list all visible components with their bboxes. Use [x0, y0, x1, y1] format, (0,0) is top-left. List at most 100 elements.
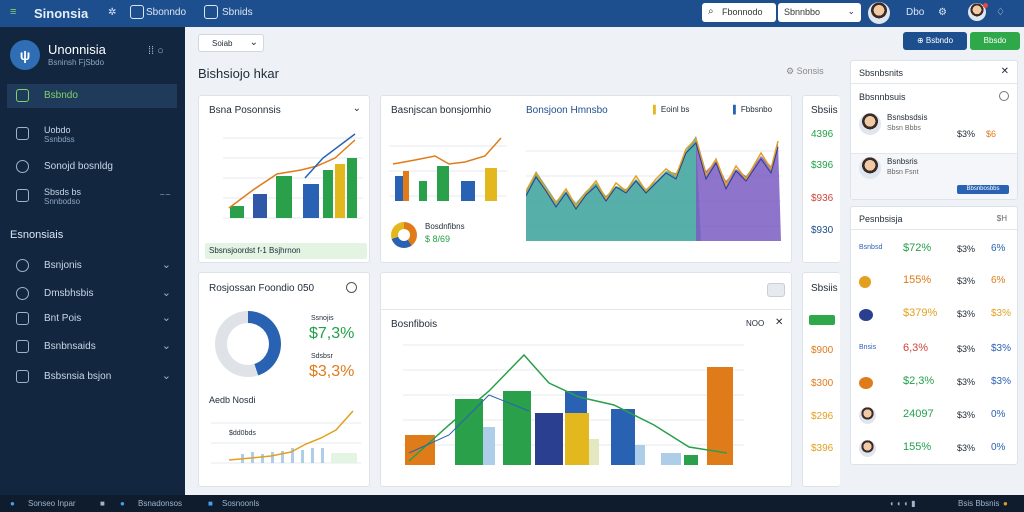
sidebar-item-reports[interactable]: Uobdo Ssnbdss [7, 122, 177, 152]
contact-avatar[interactable] [859, 157, 881, 179]
table-row[interactable]: Bsnbsd $72% $3% 6% [851, 241, 1017, 261]
taskbar-item[interactable]: Sosnoonls [222, 499, 260, 508]
row-value-b: $3% [957, 410, 976, 420]
stat-value: $3,3% [309, 363, 355, 380]
chevron-down-icon: ⌄ [161, 340, 171, 352]
info-icon[interactable] [999, 91, 1009, 101]
sidebar-subtitle: Bsninsh FjSbdo [48, 58, 105, 67]
grid-icon[interactable]: ⁞⁞ ○ [148, 45, 164, 57]
search-input[interactable]: ⌕ Fbonnodo [702, 3, 776, 22]
mini-chart-label: $dd0bds [229, 430, 256, 437]
sidebar-item-settings[interactable]: Sbsds bs Snnbodso ⁻⁻ [7, 184, 177, 214]
dashboard-icon [16, 89, 29, 102]
filter-dropdown[interactable]: Soiab ⌄ [198, 34, 264, 52]
app-name: Sinonsia [34, 6, 89, 21]
settings-label: Sonsis [796, 66, 824, 76]
stat-value: $396 [811, 443, 834, 454]
table-icon[interactable]: $H [996, 214, 1007, 223]
sidebar-item-label: Bnt Pois [44, 313, 82, 324]
row-label: Bnsis [859, 344, 877, 351]
table-row[interactable]: 155% $3% 6% [851, 273, 1017, 293]
stat-value: $7,3% [309, 325, 355, 342]
globe-icon [16, 287, 29, 300]
table-row[interactable]: 24097 $3% 0% [851, 407, 1017, 427]
sidebar-subitem-1[interactable]: Dmsbhsbis ⌄ [7, 282, 177, 306]
card-stats-bottom: Sbsiis $900 $300 $296 $396 [802, 272, 840, 487]
avatar[interactable] [868, 2, 890, 24]
table-row[interactable]: $2,3% $3% $3% [851, 374, 1017, 394]
sidebar-item-label: Bsbndo [44, 90, 78, 101]
search-value: Fbonnodo [722, 7, 763, 17]
sidebar-item-dashboard[interactable]: Bsbndo [7, 84, 177, 108]
tab-primary[interactable]: Sbonndo [146, 7, 187, 18]
start-icon[interactable]: ● [10, 499, 15, 508]
notification-dot [983, 3, 988, 8]
contact-action-button[interactable]: Bbsnbosbbs [957, 185, 1009, 194]
expand-icon[interactable] [767, 283, 785, 297]
subsection-title: Aedb Nosdi [209, 395, 256, 405]
legend-label: Bosdnfibns [425, 222, 465, 231]
filter-select[interactable]: Sbnnbbo ⌄ [778, 3, 861, 22]
taskbar: ● Sonseo Inpar ■ ● Bsnadonsos ■ Sosnoonl… [0, 495, 1024, 512]
plus-icon: ⊕ [916, 36, 926, 45]
sidebar-subitem-3[interactable]: Bsnbnsaids ⌄ [7, 335, 177, 359]
contact-avatar[interactable] [859, 113, 881, 135]
tab-secondary[interactable]: Sbnids [222, 7, 253, 18]
status-badge [809, 315, 835, 325]
panel-title: Sbsnbsnits [859, 68, 904, 78]
row-value-b: $3% [957, 244, 976, 254]
primary-button[interactable]: ⊕ Bsbndo [903, 32, 967, 50]
table-row[interactable]: 155% $3% 0% [851, 440, 1017, 460]
sidebar-item-sublabel: Ssnbdss [44, 135, 75, 144]
taskbar-item[interactable]: Bsnadonsos [138, 499, 183, 508]
close-icon[interactable]: ✕ [1000, 66, 1009, 77]
gear-icon: ⚙ [786, 66, 797, 76]
filter-label: Soiab [212, 39, 233, 48]
table-icon [16, 312, 29, 325]
row-value-b: $3% [957, 309, 976, 319]
table-row[interactable]: Bnsis 6,3% $3% $3% [851, 341, 1017, 361]
stat-label: Sdsbsr [311, 353, 333, 360]
window-icon[interactable]: ■ [208, 499, 213, 508]
home-icon[interactable] [204, 5, 218, 19]
settings-icon[interactable]: ⚙ [938, 7, 947, 18]
chevron-down-icon[interactable]: ⌄ [352, 103, 361, 114]
taskbar-icon[interactable]: ■ [100, 499, 105, 508]
tray-icons[interactable]: ◐ ◐ ◐ ▮ [890, 499, 916, 508]
profile-avatar[interactable] [968, 3, 986, 21]
info-icon[interactable] [346, 282, 357, 293]
browser-icon[interactable]: ● [120, 499, 125, 508]
card-comparison: Basnjscan bonsjomhio Bosdnfibns $ 8/69 B… [380, 95, 792, 263]
bell-icon[interactable]: ♢ [996, 7, 1005, 18]
card-stats: Sbsiis 4396 $396 $936 $930 [802, 95, 840, 263]
card-title-secondary: Bonsjoon Hmnsbo [526, 105, 608, 116]
page-title: Bishsiojo hkar [198, 66, 279, 81]
table-row[interactable]: $379% $3% $3% [851, 306, 1017, 326]
card-title: Basnjscan bonsjomhio [391, 105, 492, 116]
card-control[interactable]: NOO [746, 319, 765, 328]
tray-text: Bsis Bbsnis [958, 499, 1000, 508]
star-icon[interactable]: ✲ [108, 7, 117, 18]
sidebar-subitem-4[interactable]: Bsbsnsia bsjon ⌄ [7, 365, 177, 389]
stat-value: $396 [811, 160, 834, 171]
contact-value: $6 [986, 129, 997, 139]
row-value-a: 6,3% [903, 342, 929, 354]
stat-value: $900 [811, 345, 834, 356]
user-label[interactable]: Dbo [906, 7, 925, 18]
contact-sub: Sbsn Bbbs [887, 125, 921, 132]
export-button[interactable]: Bbsdo [970, 32, 1020, 50]
sidebar-subitem-2[interactable]: Bnt Pois ⌄ [7, 307, 177, 331]
row-value-c: 0% [991, 409, 1006, 420]
row-value-c: 6% [991, 275, 1006, 286]
notification-icon[interactable]: ● [1003, 499, 1008, 508]
sidebar-item-search[interactable]: Sonojd bosnldg [7, 155, 177, 179]
row-value-c: $3% [991, 343, 1012, 354]
clock-icon[interactable] [130, 5, 144, 19]
taskbar-item[interactable]: Sonseo Inpar [28, 499, 76, 508]
settings-link[interactable]: ⚙ Sonsis [786, 66, 824, 77]
sidebar-subitem-0[interactable]: Bsnjonis ⌄ [7, 254, 177, 278]
chevron-down-icon: ⌄ [161, 287, 171, 299]
row-icon [859, 309, 873, 321]
close-icon[interactable]: ✕ [775, 317, 784, 328]
card-title: Bosnfibois [391, 319, 438, 330]
